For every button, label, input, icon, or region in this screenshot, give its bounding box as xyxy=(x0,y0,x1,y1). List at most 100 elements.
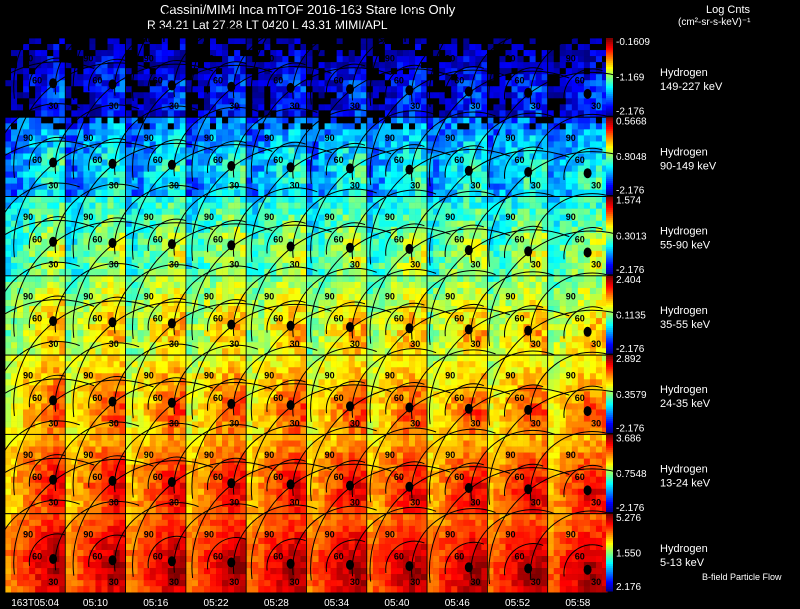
contour-label: 30 xyxy=(229,339,239,349)
contour-label: 30 xyxy=(410,418,420,428)
contour-label: 30 xyxy=(591,577,601,587)
contour-label: 30 xyxy=(290,577,300,587)
contour-label: 30 xyxy=(410,498,420,508)
contour-label: 60 xyxy=(273,234,283,244)
colorbar-mid: 1.550 xyxy=(616,548,641,559)
contour-label: 90 xyxy=(385,291,395,301)
contour-label: 60 xyxy=(213,76,223,86)
contour-label: 30 xyxy=(531,180,541,190)
contour-label: 90 xyxy=(23,212,33,222)
contour-label: 60 xyxy=(394,234,404,244)
contour-label: 90 xyxy=(144,450,154,460)
units-label: Log Cnts xyxy=(706,4,751,16)
contour-label: 30 xyxy=(591,498,601,508)
contour-label: 30 xyxy=(109,418,119,428)
contour-label: 90 xyxy=(566,291,576,301)
image-panel: 90 60 30 xyxy=(0,378,95,515)
contour-label: 30 xyxy=(471,101,481,111)
contour-label: 90 xyxy=(144,133,154,143)
contour-label: 90 xyxy=(83,450,93,460)
contour-label: 30 xyxy=(471,577,481,587)
contour-label: 60 xyxy=(515,155,525,165)
contour-label: 60 xyxy=(575,472,585,482)
time-label: 05:40 xyxy=(384,598,409,609)
contour-label: 30 xyxy=(350,577,360,587)
contour-label: 60 xyxy=(515,234,525,244)
contour-label: 90 xyxy=(445,212,455,222)
contour-label: 90 xyxy=(325,133,335,143)
contour-label: 60 xyxy=(454,314,464,324)
image-panel: 90 60 30 saturn xyxy=(72,0,199,118)
contour-label: 30 xyxy=(471,339,481,349)
contour-label: 90 xyxy=(144,54,154,64)
contour-label: 60 xyxy=(334,552,344,562)
contour-label: 60 xyxy=(32,393,42,403)
contour-label: 60 xyxy=(213,314,223,324)
colorbar-mid: -1.169 xyxy=(616,73,645,84)
contour-label: 30 xyxy=(109,577,119,587)
contour-label: 30 xyxy=(471,260,481,270)
contour-label: 60 xyxy=(515,472,525,482)
contour-label: 30 xyxy=(290,101,300,111)
colorbar xyxy=(606,434,613,513)
colorbar xyxy=(606,117,613,195)
contour-label: 30 xyxy=(350,180,360,190)
contour-label: 90 xyxy=(566,212,576,222)
contour-label: 60 xyxy=(153,76,163,86)
row-species-label: Hydrogen xyxy=(660,67,708,79)
contour-label: 30 xyxy=(350,101,360,111)
contour-label: 30 xyxy=(229,260,239,270)
time-label: 05:10 xyxy=(83,598,108,609)
image-panel: 90 60 30 xyxy=(191,304,332,435)
contour-label: 90 xyxy=(264,54,274,64)
contour-label: 30 xyxy=(410,101,420,111)
contour-label: 60 xyxy=(92,76,102,86)
image-panel: 90 60 30 xyxy=(13,459,154,594)
colorbar-mid: 0.1135 xyxy=(616,311,646,322)
time-label: 05:58 xyxy=(565,598,590,609)
contour-label: 60 xyxy=(394,552,404,562)
contour-label: 60 xyxy=(454,552,464,562)
image-panel: 90 60 30 xyxy=(428,387,570,515)
contour-label: 90 xyxy=(144,212,154,222)
contour-label: 60 xyxy=(32,155,42,165)
image-panel: 90 60 30 xyxy=(488,151,629,277)
image-panel: 90 60 30 xyxy=(369,386,511,515)
contour-label: 90 xyxy=(23,371,33,381)
contour-label: 60 xyxy=(454,234,464,244)
colorbar xyxy=(606,355,613,433)
contour-label: 90 xyxy=(264,133,274,143)
contour-label: 60 xyxy=(334,234,344,244)
contour-label: 60 xyxy=(92,472,102,482)
colorbar xyxy=(606,275,613,354)
contour-label: 60 xyxy=(273,76,283,86)
colorbar-min: -2.176 xyxy=(616,344,645,355)
contour-label: 90 xyxy=(83,133,93,143)
image-panel: 90 60 30 xyxy=(250,0,377,118)
contour-label: 90 xyxy=(566,450,576,460)
contour-label: 30 xyxy=(290,339,300,349)
contour-label: 30 xyxy=(48,260,58,270)
contour-label: 60 xyxy=(334,76,344,86)
colorbar-min: -2.176 xyxy=(616,424,645,435)
row-energy-label: 5-13 keV xyxy=(660,557,705,569)
contour-label: 60 xyxy=(334,393,344,403)
row-species-label: Hydrogen xyxy=(660,146,708,158)
contour-label: 90 xyxy=(506,212,516,222)
contour-label: 90 xyxy=(325,291,335,301)
contour-label: 30 xyxy=(290,180,300,190)
contour-label: 90 xyxy=(385,212,395,222)
contour-label: 30 xyxy=(531,418,541,428)
contour-label: 30 xyxy=(531,339,541,349)
row-energy-label: 35-55 keV xyxy=(660,319,711,331)
contour-label: 90 xyxy=(566,54,576,64)
image-panel: 90 60 30 xyxy=(428,0,556,118)
colorbar-min: -2.176 xyxy=(616,265,645,276)
orbit-info: R 34.21 Lat 27.28 LT 0420 L 43.31 MIMI/A… xyxy=(147,18,388,32)
contour-label: 60 xyxy=(454,472,464,482)
contour-label: 60 xyxy=(334,472,344,482)
colorbar xyxy=(606,38,613,116)
contour-label: 30 xyxy=(48,180,58,190)
contour-label: 90 xyxy=(264,450,274,460)
contour-label: 30 xyxy=(229,180,239,190)
